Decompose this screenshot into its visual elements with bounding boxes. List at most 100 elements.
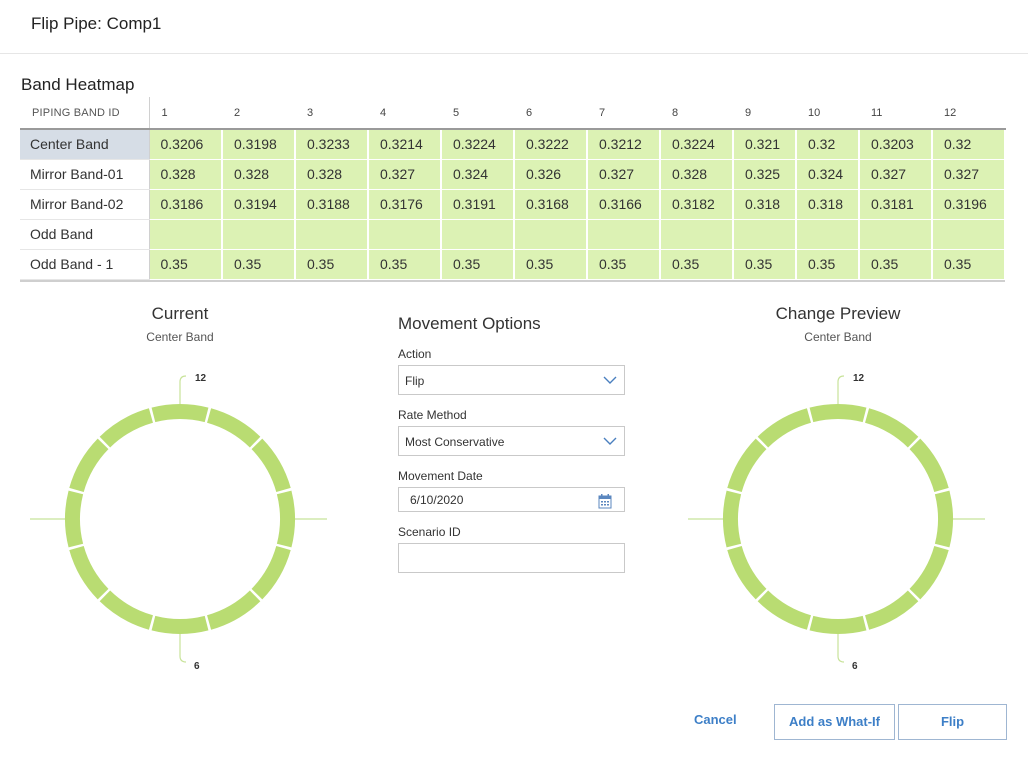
heatmap-cell[interactable]: 0.3176 [368, 189, 442, 220]
row-label[interactable]: Center Band [20, 129, 150, 160]
column-header[interactable]: 9 [733, 97, 796, 130]
heatmap-cell[interactable]: 0.326 [514, 159, 588, 190]
heatmap-cell[interactable]: 0.3186 [149, 189, 223, 220]
ring-segment[interactable] [909, 546, 949, 600]
heatmap-cell[interactable]: 0.3224 [660, 129, 734, 160]
heatmap-cell[interactable]: 0.3233 [295, 129, 369, 160]
heatmap-cell[interactable]: 0.35 [660, 249, 734, 280]
table-row[interactable]: Odd Band - 1 0.35 0.35 0.35 0.35 0.35 0.35 0.35… [20, 249, 1006, 280]
ring-segment[interactable] [727, 438, 767, 492]
ring-segment[interactable] [251, 438, 291, 492]
heatmap-cell[interactable]: 0.324 [441, 159, 515, 190]
heatmap-cell[interactable] [514, 219, 588, 250]
heatmap-cell[interactable] [587, 219, 661, 250]
column-header[interactable]: 7 [587, 97, 660, 130]
chevron-down-icon[interactable] [602, 433, 618, 449]
table-row[interactable]: Odd Band [20, 219, 1006, 250]
heatmap-cell[interactable]: 0.327 [859, 159, 933, 190]
scenario-id-input[interactable] [398, 543, 625, 573]
heatmap-cell[interactable]: 0.327 [932, 159, 1006, 190]
heatmap-cell[interactable]: 0.3206 [149, 129, 223, 160]
ring-segment[interactable] [151, 615, 209, 634]
column-header[interactable]: 1 [148, 97, 222, 130]
table-row[interactable]: Mirror Band-01 0.328 0.328 0.328 0.327 0.324 0… [20, 159, 1006, 190]
column-header[interactable]: 8 [660, 97, 733, 130]
heatmap-cell[interactable] [368, 219, 442, 250]
heatmap-cell[interactable] [149, 219, 223, 250]
heatmap-cell[interactable]: 0.35 [149, 249, 223, 280]
heatmap-cell[interactable]: 0.35 [295, 249, 369, 280]
heatmap-cell[interactable]: 0.32 [932, 129, 1006, 160]
column-header[interactable]: 11 [859, 97, 932, 130]
heatmap-cell[interactable]: 0.35 [514, 249, 588, 280]
add-as-what-if-button[interactable]: Add as What-If [774, 704, 895, 740]
heatmap-cell[interactable]: 0.3191 [441, 189, 515, 220]
ring-segment[interactable] [934, 490, 953, 548]
ring-segment[interactable] [809, 404, 867, 423]
ring-segment[interactable] [99, 408, 153, 448]
ring-segment[interactable] [69, 438, 109, 492]
ring-segment[interactable] [723, 490, 742, 548]
column-header-piping-band-id[interactable]: PIPING BAND ID [20, 97, 149, 130]
heatmap-cell[interactable] [441, 219, 515, 250]
ring-segment[interactable] [757, 590, 811, 630]
heatmap-cell[interactable] [295, 219, 369, 250]
heatmap-cell[interactable]: 0.3181 [859, 189, 933, 220]
heatmap-cell[interactable]: 0.3222 [514, 129, 588, 160]
chevron-down-icon[interactable] [602, 372, 618, 388]
heatmap-cell[interactable]: 0.35 [733, 249, 797, 280]
heatmap-cell[interactable]: 0.3196 [932, 189, 1006, 220]
ring-segment[interactable] [69, 546, 109, 600]
row-label[interactable]: Odd Band - 1 [20, 249, 150, 280]
heatmap-cell[interactable]: 0.324 [796, 159, 860, 190]
heatmap-cell[interactable]: 0.35 [932, 249, 1006, 280]
heatmap-cell[interactable]: 0.327 [368, 159, 442, 190]
ring-segment[interactable] [757, 408, 811, 448]
heatmap-cell[interactable]: 0.3166 [587, 189, 661, 220]
row-label[interactable]: Odd Band [20, 219, 150, 250]
cancel-button[interactable]: Cancel [694, 712, 737, 727]
heatmap-cell[interactable] [733, 219, 797, 250]
heatmap-cell[interactable] [222, 219, 296, 250]
heatmap-cell[interactable] [796, 219, 860, 250]
heatmap-cell[interactable]: 0.35 [222, 249, 296, 280]
calendar-icon[interactable] [598, 493, 612, 509]
ring-segment[interactable] [276, 490, 295, 548]
action-select[interactable]: Flip [398, 365, 625, 395]
ring-segment[interactable] [151, 404, 209, 423]
heatmap-cell[interactable] [932, 219, 1006, 250]
heatmap-cell[interactable]: 0.328 [149, 159, 223, 190]
heatmap-cell[interactable]: 0.3182 [660, 189, 734, 220]
ring-segment[interactable] [207, 590, 261, 630]
movement-date-field[interactable]: 6/10/2020 [398, 487, 625, 512]
heatmap-cell[interactable]: 0.3212 [587, 129, 661, 160]
ring-segment[interactable] [865, 408, 919, 448]
heatmap-cell[interactable]: 0.35 [368, 249, 442, 280]
row-label[interactable]: Mirror Band-01 [20, 159, 150, 190]
heatmap-cell[interactable]: 0.32 [796, 129, 860, 160]
heatmap-cell[interactable]: 0.318 [733, 189, 797, 220]
ring-segment[interactable] [207, 408, 261, 448]
heatmap-cell[interactable]: 0.321 [733, 129, 797, 160]
heatmap-cell[interactable]: 0.3168 [514, 189, 588, 220]
heatmap-cell[interactable]: 0.327 [587, 159, 661, 190]
heatmap-cell[interactable]: 0.35 [441, 249, 515, 280]
column-header[interactable]: 12 [932, 97, 1005, 130]
column-header[interactable]: 2 [222, 97, 295, 130]
flip-button[interactable]: Flip [898, 704, 1007, 740]
ring-segment[interactable] [99, 590, 153, 630]
heatmap-cell[interactable]: 0.3188 [295, 189, 369, 220]
heatmap-cell[interactable]: 0.35 [587, 249, 661, 280]
heatmap-cell[interactable]: 0.328 [660, 159, 734, 190]
column-header[interactable]: 10 [796, 97, 859, 130]
ring-segment[interactable] [251, 546, 291, 600]
heatmap-cell[interactable]: 0.3224 [441, 129, 515, 160]
heatmap-cell[interactable]: 0.3198 [222, 129, 296, 160]
ring-segment[interactable] [65, 490, 84, 548]
ring-segment[interactable] [727, 546, 767, 600]
rate-method-select[interactable]: Most Conservative [398, 426, 625, 456]
heatmap-cell[interactable] [660, 219, 734, 250]
heatmap-cell[interactable]: 0.3214 [368, 129, 442, 160]
heatmap-cell[interactable]: 0.325 [733, 159, 797, 190]
column-header[interactable]: 3 [295, 97, 368, 130]
